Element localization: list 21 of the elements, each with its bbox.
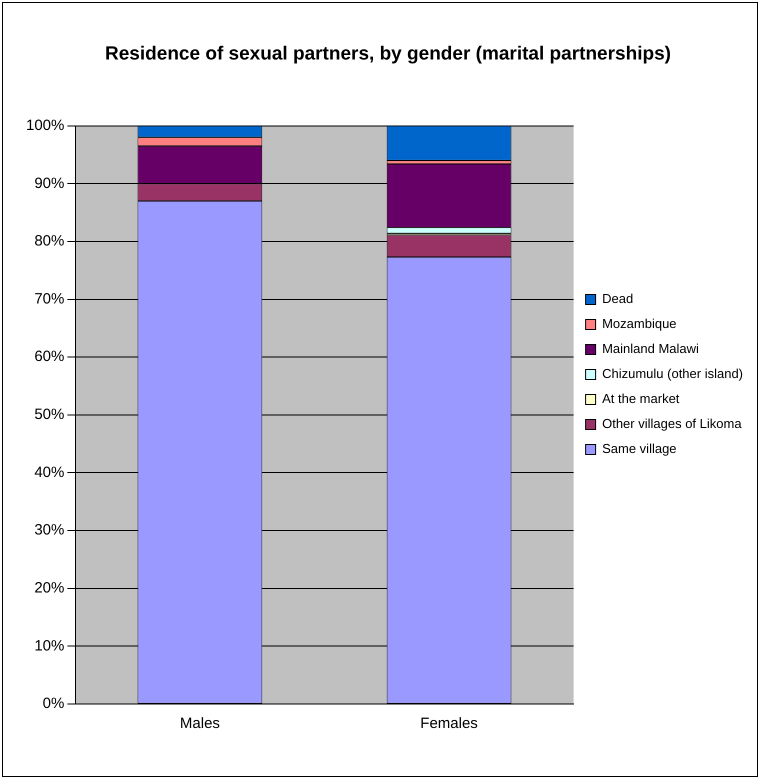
legend-label: Mozambique <box>602 316 677 332</box>
legend-label: Other villages of Likoma <box>602 416 742 432</box>
y-tick-label: 30% <box>34 522 64 539</box>
y-tick-label: 70% <box>34 290 64 308</box>
y-tick-label: 90% <box>34 174 64 192</box>
y-tick-label: 20% <box>34 580 64 596</box>
legend-label: Chizumulu (other island) <box>602 366 744 382</box>
legend-label: At the market <box>602 391 680 406</box>
y-tick-label: 80% <box>34 232 64 250</box>
y-tick-label: 40% <box>34 464 64 481</box>
y-tick-label: 50% <box>34 406 64 424</box>
y-tick-label: 60% <box>34 348 64 366</box>
y-tick-label: 10% <box>34 637 64 654</box>
legend-label: Mainland Malawi <box>602 341 700 356</box>
x-tick-label: Males <box>180 715 220 732</box>
y-tick-label: 0% <box>42 695 64 712</box>
legend-label: Same village <box>602 441 677 456</box>
y-tick-label: 100% <box>26 116 64 134</box>
legend-label: Dead <box>602 291 634 306</box>
x-tick-label: Females <box>420 715 478 732</box>
chart-title: Residence of sexual partners, by gender (marital partnerships) <box>105 44 671 65</box>
